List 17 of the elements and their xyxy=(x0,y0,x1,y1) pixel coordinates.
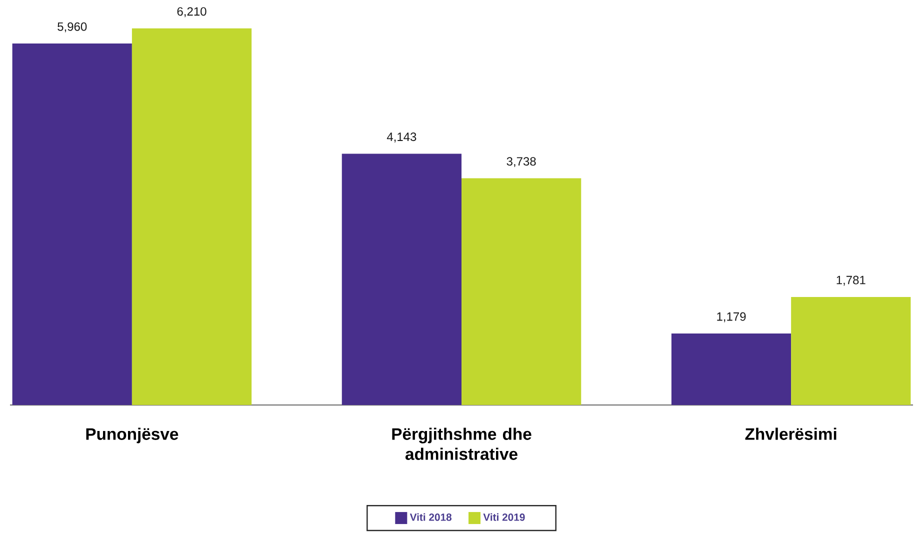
data-label: 5,960 xyxy=(58,22,87,32)
bar xyxy=(12,44,132,405)
x-tick-label: Zhvlerësimi xyxy=(745,428,836,440)
legend-label: Viti 2019 xyxy=(483,513,525,521)
bar xyxy=(132,28,252,405)
bar xyxy=(791,296,911,405)
bar xyxy=(342,154,462,405)
bar xyxy=(671,334,792,405)
data-label: 1,781 xyxy=(836,276,866,286)
data-label: 6,210 xyxy=(177,7,206,18)
data-label: 4,143 xyxy=(386,132,416,142)
x-tick-label: Përgjithshme dhe administrative xyxy=(392,428,532,460)
data-label: 1,179 xyxy=(717,312,746,322)
data-label: 3,738 xyxy=(506,157,536,168)
legend-label: Viti 2018 xyxy=(410,513,452,521)
x-tick-label: Punonjësve xyxy=(86,428,178,444)
bar xyxy=(462,178,582,405)
